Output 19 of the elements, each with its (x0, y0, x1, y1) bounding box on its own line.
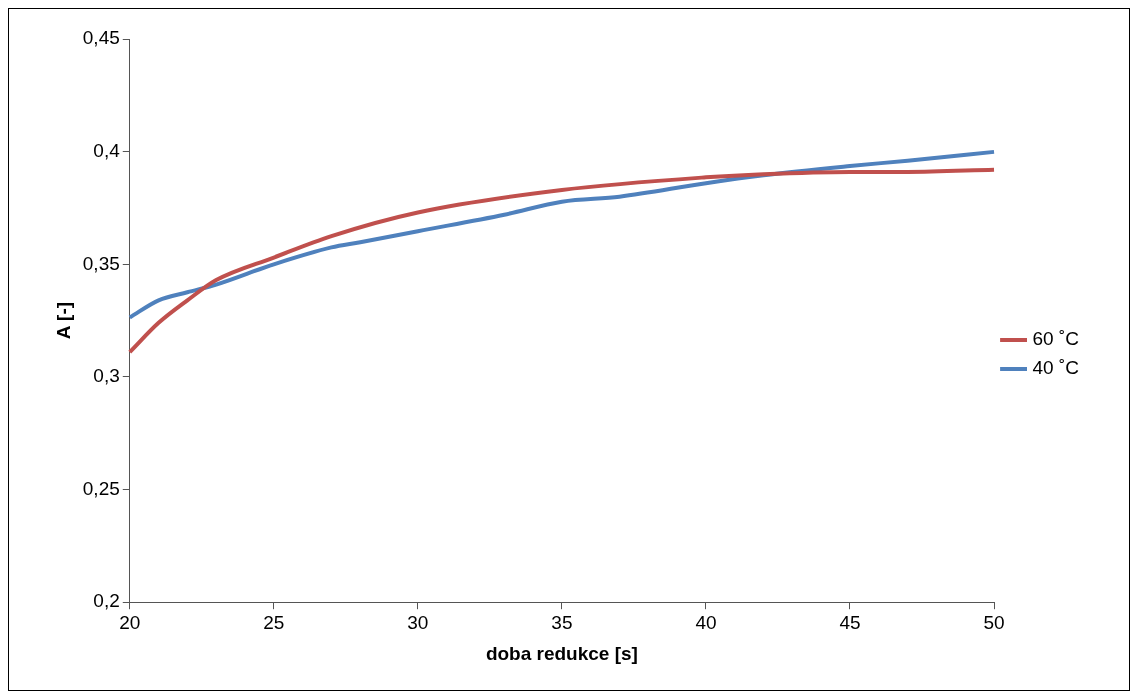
x-tick-label: 20 (119, 611, 141, 633)
y-tick-label: 0,4 (93, 139, 121, 161)
line-series (127, 149, 997, 320)
y-tick-label: 0,2 (93, 590, 120, 612)
line-series (127, 167, 997, 355)
x-tick-label: 30 (407, 611, 429, 633)
y-tick-label: 0,45 (82, 27, 120, 49)
x-tick-label: 35 (551, 611, 573, 633)
x-tick-label: 40 (695, 611, 717, 633)
legend-label: 40 ˚C (1032, 357, 1080, 379)
legend-label: 60 ˚C (1032, 328, 1080, 350)
y-tick-label: 0,3 (93, 365, 120, 387)
y-tick-label: 0,35 (82, 252, 120, 274)
x-axis-title: doba redukce [s] (485, 642, 638, 664)
x-tick-label: 25 (263, 611, 285, 633)
x-tick-label: 45 (839, 611, 861, 633)
y-tick-label: 0,25 (82, 477, 120, 499)
y-axis-title: A [-] (52, 301, 74, 340)
x-tick-label: 50 (983, 611, 1005, 633)
